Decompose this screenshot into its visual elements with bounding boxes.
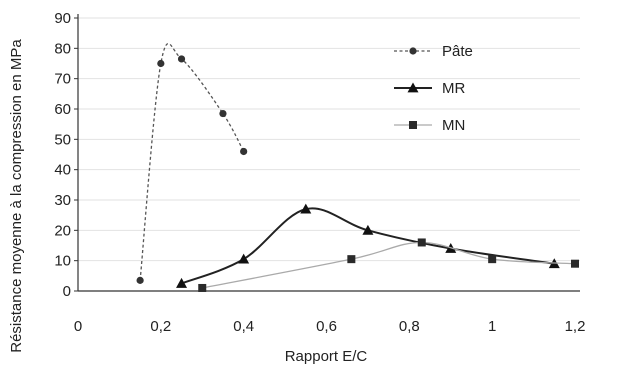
y-tick-label: 60 xyxy=(54,101,71,118)
legend-marker xyxy=(409,121,417,129)
legend-label: Pâte xyxy=(442,43,473,60)
data-point xyxy=(177,55,186,63)
legend: Pâte MR MN xyxy=(394,43,473,134)
x-tick-label: 1 xyxy=(488,318,496,335)
data-point xyxy=(488,255,497,264)
data-point xyxy=(347,255,356,264)
legend-label: MN xyxy=(442,117,465,134)
data-point xyxy=(157,59,165,68)
y-tick-label: 40 xyxy=(54,162,71,179)
legend-item: MR xyxy=(394,80,465,97)
legend-label: MR xyxy=(442,80,465,97)
legend-item: Pâte xyxy=(394,43,473,60)
series-triangle xyxy=(176,203,560,288)
series-line xyxy=(139,43,245,281)
y-tick-label: 90 xyxy=(54,10,71,27)
x-tick-label: 0,2 xyxy=(150,318,171,335)
y-tick-label: 30 xyxy=(54,192,71,209)
data-point xyxy=(417,238,426,247)
y-tick-label: 50 xyxy=(54,131,71,148)
data-point xyxy=(136,276,144,284)
series-line xyxy=(202,241,576,289)
x-axis-title: Rapport E/C xyxy=(285,348,368,365)
series-layer xyxy=(136,43,579,292)
gridlines xyxy=(78,17,580,292)
x-tick-label: 0,4 xyxy=(233,318,254,335)
y-tick-label: 10 xyxy=(54,253,71,270)
y-tick-label: 20 xyxy=(54,222,71,239)
legend-marker xyxy=(407,82,419,93)
x-tick-label: 0 xyxy=(74,318,82,335)
series-circle xyxy=(136,43,248,284)
y-tick-label: 70 xyxy=(54,71,71,88)
series-square xyxy=(198,238,579,292)
data-point xyxy=(300,203,312,214)
series-line xyxy=(181,207,555,285)
data-point xyxy=(176,277,188,288)
x-tick-label: 1,2 xyxy=(565,318,586,335)
x-tick-label: 0,6 xyxy=(316,318,337,335)
legend-marker xyxy=(409,47,417,55)
axes xyxy=(74,14,580,292)
y-tick-label: 0 xyxy=(63,283,71,300)
y-tick-label: 80 xyxy=(54,40,71,57)
x-tick-label: 0,8 xyxy=(399,318,420,335)
data-point xyxy=(198,283,207,292)
legend-item: MN xyxy=(394,117,465,134)
tick-labels: 0 10 20 30 40 50 60 70 80 90 0 0,2 0,4 0,6 0,8 1 1,2 xyxy=(54,10,585,335)
data-point xyxy=(238,253,250,264)
data-point xyxy=(571,259,579,268)
data-point xyxy=(362,224,374,235)
data-point xyxy=(240,147,248,156)
data-point xyxy=(219,109,227,118)
y-axis-title: Résistance moyenne à la compression en M… xyxy=(8,39,25,353)
